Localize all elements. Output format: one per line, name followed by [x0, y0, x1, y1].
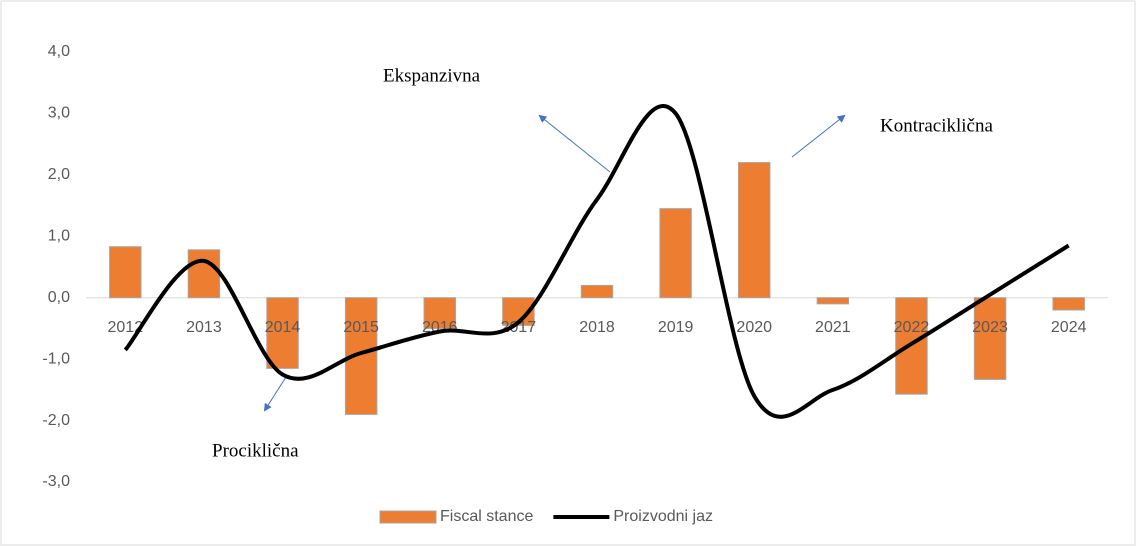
y-tick-label: 1,0 [48, 228, 70, 245]
bar [423, 297, 456, 329]
y-tick-label: 2,0 [48, 166, 70, 183]
arrow [538, 114, 611, 173]
x-tick-label: 2012 [108, 319, 144, 336]
annotation: Ekspanzivna [383, 65, 481, 86]
bar [816, 297, 850, 305]
arrow [263, 376, 287, 412]
y-tick-label: 4,0 [48, 43, 70, 60]
line [123, 104, 1070, 419]
x-tick-label: 2017 [501, 319, 537, 336]
annotation: Prociklična [212, 440, 299, 461]
bar [738, 162, 771, 299]
x-tick-label: 2024 [1051, 319, 1087, 336]
x-tick-label: 2018 [579, 319, 615, 336]
bar [659, 208, 692, 299]
arrow [791, 114, 846, 158]
legend-label: Fiscal stance [440, 508, 533, 525]
x-tick-label: 2014 [265, 319, 301, 336]
bar [580, 284, 614, 299]
bar [187, 249, 221, 299]
x-tick-label: 2019 [658, 319, 694, 336]
x-tick-label: 2013 [186, 319, 222, 336]
legend-swatch [379, 510, 437, 524]
bar [109, 246, 142, 299]
x-tick-label: 2020 [736, 319, 772, 336]
y-tick-label: 3,0 [48, 105, 70, 122]
bar [266, 297, 299, 369]
x-tick-label: 2022 [894, 319, 930, 336]
y-tick-label: 0,0 [48, 289, 70, 306]
y-tick-label: -3,0 [42, 473, 70, 490]
annotation: Kontraciklična [880, 115, 993, 136]
y-tick-label: -1,0 [42, 350, 70, 367]
legend-label: Proizvodni jaz [613, 508, 713, 525]
bar [1052, 297, 1085, 311]
bar [973, 297, 1007, 380]
x-tick-label: 2023 [972, 319, 1008, 336]
y-tick-label: -2,0 [42, 412, 70, 429]
x-tick-label: 2015 [343, 319, 379, 336]
x-tick-label: 2021 [815, 319, 851, 336]
